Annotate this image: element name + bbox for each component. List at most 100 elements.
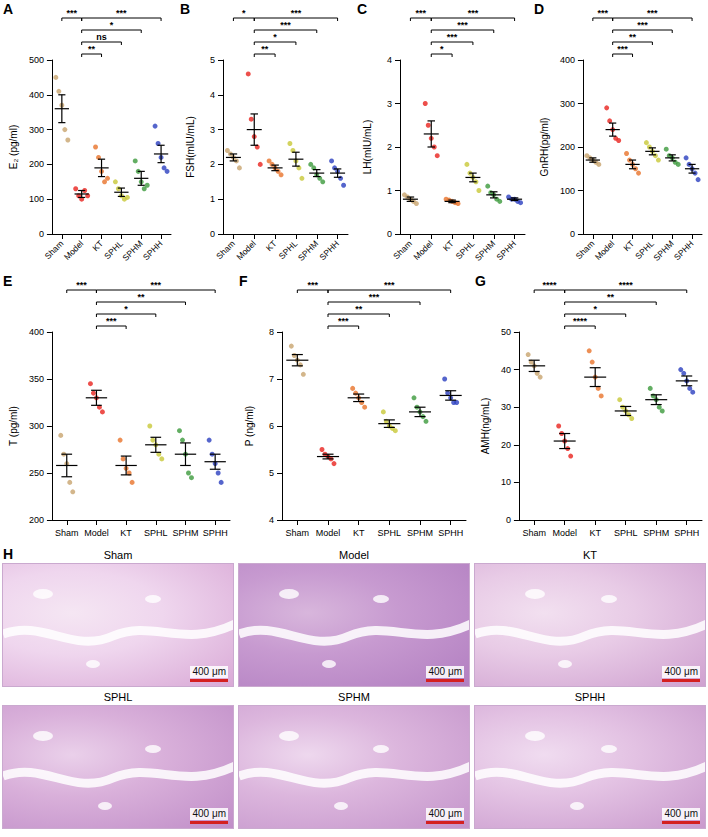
svg-text:SPHL: SPHL: [454, 238, 477, 261]
svg-text:20: 20: [501, 440, 511, 450]
svg-text:4: 4: [269, 515, 274, 525]
svg-text:**: **: [137, 292, 145, 302]
svg-text:SPHH: SPHH: [494, 238, 518, 262]
svg-text:SPHH: SPHH: [141, 238, 165, 262]
svg-text:***: ***: [116, 8, 127, 18]
svg-text:SPHL: SPHL: [614, 528, 638, 538]
svg-text:0: 0: [506, 515, 511, 525]
svg-text:400: 400: [560, 55, 575, 65]
svg-text:8: 8: [269, 327, 274, 337]
svg-text:50: 50: [501, 327, 511, 337]
svg-text:KT: KT: [441, 238, 456, 253]
svg-text:***: ***: [106, 316, 117, 326]
svg-text:2: 2: [387, 142, 392, 152]
svg-text:200: 200: [560, 142, 575, 152]
svg-text:7: 7: [269, 374, 274, 384]
svg-text:***: ***: [291, 8, 302, 18]
svg-text:***: ***: [416, 8, 427, 18]
svg-text:SPHH: SPHH: [674, 528, 699, 538]
svg-text:**: **: [355, 304, 363, 314]
svg-text:1: 1: [387, 186, 392, 196]
svg-text:Sham: Sham: [43, 238, 66, 261]
svg-text:SPHM: SPHM: [473, 238, 497, 262]
svg-text:5: 5: [269, 468, 274, 478]
svg-text:SPHL: SPHL: [277, 238, 300, 261]
svg-text:***: ***: [338, 316, 349, 326]
svg-text:***: ***: [637, 20, 648, 30]
svg-text:400: 400: [29, 327, 44, 337]
svg-text:6: 6: [269, 421, 274, 431]
svg-text:***: ***: [307, 280, 318, 290]
svg-text:**: **: [88, 44, 96, 54]
svg-text:A: A: [3, 1, 13, 17]
svg-text:100: 100: [29, 194, 44, 204]
svg-text:3: 3: [387, 99, 392, 109]
svg-text:300: 300: [29, 421, 44, 431]
svg-text:0: 0: [387, 229, 392, 239]
svg-text:SPHM: SPHM: [120, 238, 144, 262]
svg-text:***: ***: [76, 280, 87, 290]
svg-text:500: 500: [29, 55, 44, 65]
svg-text:Model: Model: [62, 238, 85, 261]
svg-text:T (pg/ml): T (pg/ml): [8, 406, 19, 446]
svg-text:200: 200: [29, 159, 44, 169]
svg-text:Sham: Sham: [574, 238, 597, 261]
svg-text:***: ***: [151, 280, 162, 290]
svg-text:Sham: Sham: [55, 528, 79, 538]
svg-text:Model: Model: [593, 238, 616, 261]
svg-text:B: B: [180, 1, 190, 17]
svg-text:KT: KT: [353, 528, 365, 538]
svg-text:***: ***: [67, 8, 78, 18]
svg-text:**: **: [629, 32, 637, 42]
svg-text:Model: Model: [234, 238, 257, 261]
svg-text:*: *: [273, 32, 277, 42]
svg-text:SPHM: SPHM: [407, 528, 433, 538]
svg-text:****: ****: [573, 316, 588, 326]
svg-text:***: ***: [457, 20, 468, 30]
svg-text:SPHH: SPHH: [203, 528, 228, 538]
svg-text:SPHH: SPHH: [672, 238, 696, 262]
svg-text:40: 40: [501, 365, 511, 375]
svg-text:*: *: [440, 44, 444, 54]
svg-text:250: 250: [29, 468, 44, 478]
svg-text:***: ***: [598, 8, 609, 18]
svg-text:Sham: Sham: [286, 528, 310, 538]
svg-text:350: 350: [29, 374, 44, 384]
svg-text:0: 0: [39, 229, 44, 239]
svg-text:GnRH(pg/ml): GnRH(pg/ml): [539, 118, 550, 177]
svg-text:SPHM: SPHM: [643, 528, 669, 538]
svg-text:AMH(ng/mL): AMH(ng/mL): [480, 398, 491, 455]
svg-text:***: ***: [384, 280, 395, 290]
svg-text:Model: Model: [84, 528, 109, 538]
svg-text:D: D: [534, 1, 544, 17]
svg-text:10: 10: [501, 477, 511, 487]
svg-text:ns: ns: [96, 32, 107, 42]
svg-text:***: ***: [617, 44, 628, 54]
svg-text:***: ***: [369, 292, 380, 302]
svg-text:***: ***: [468, 8, 479, 18]
svg-text:Sham: Sham: [214, 238, 237, 261]
svg-text:G: G: [475, 273, 486, 289]
svg-text:SPHM: SPHM: [296, 238, 320, 262]
svg-text:E: E: [3, 273, 12, 289]
svg-text:4: 4: [387, 55, 392, 65]
svg-text:SPHH: SPHH: [317, 238, 341, 262]
svg-text:Model: Model: [552, 528, 577, 538]
svg-text:5: 5: [210, 55, 215, 65]
svg-text:SPHL: SPHL: [144, 528, 168, 538]
svg-text:3: 3: [210, 125, 215, 135]
svg-text:KT: KT: [90, 238, 105, 253]
svg-text:*: *: [110, 20, 114, 30]
svg-text:*: *: [242, 8, 246, 18]
svg-text:***: ***: [447, 32, 458, 42]
svg-text:300: 300: [29, 125, 44, 135]
svg-text:30: 30: [501, 402, 511, 412]
svg-text:KT: KT: [120, 528, 132, 538]
svg-text:Model: Model: [411, 238, 434, 261]
svg-text:KT: KT: [589, 528, 601, 538]
svg-text:SPHL: SPHL: [378, 528, 402, 538]
svg-text:C: C: [357, 1, 367, 17]
svg-text:****: ****: [619, 280, 634, 290]
svg-text:1: 1: [210, 194, 215, 204]
svg-text:FSH(mIU/mL): FSH(mIU/mL): [185, 116, 196, 178]
